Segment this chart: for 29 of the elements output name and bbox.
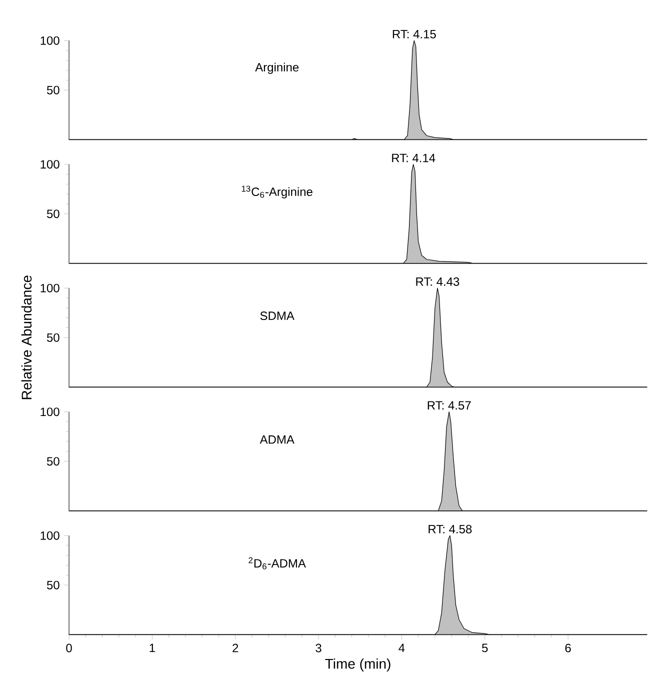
annotation: RT: 4.58 — [428, 524, 472, 534]
y-tick-label: 50 — [46, 333, 60, 342]
annotation: $^{13}$C$_{6}$-Arginine — [242, 186, 312, 198]
annotation: SDMA — [260, 312, 294, 320]
y-tick-label: 50 — [46, 210, 60, 218]
annotation: RT: 4.15 — [392, 30, 436, 38]
annotation: $^{2}$D$_{6}$-ADMA — [248, 557, 306, 570]
y-axis-title: Relative Abundance — [21, 276, 32, 400]
x-axis-title: Time (min) — [325, 658, 390, 672]
annotation: RT: 4.57 — [428, 401, 471, 410]
y-tick-label: 100 — [40, 408, 60, 416]
y-tick-label: 100 — [40, 36, 60, 45]
x-tick-label: 1 — [150, 644, 155, 652]
x-tick-label: 3 — [316, 644, 322, 652]
annotation: RT: 4.14 — [392, 154, 436, 162]
y-tick-label: 100 — [40, 531, 60, 540]
y-tick-label: 50 — [46, 457, 60, 466]
x-tick-label: 0 — [66, 644, 72, 652]
x-tick-label: 2 — [232, 644, 238, 652]
y-tick-label: 100 — [40, 160, 60, 169]
annotation: RT: 4.43 — [416, 277, 460, 286]
x-tick-label: 4 — [398, 644, 405, 652]
y-tick-label: 50 — [46, 86, 60, 94]
x-tick-label: 6 — [565, 644, 571, 652]
annotation: ADMA — [260, 435, 294, 444]
y-tick-label: 50 — [46, 580, 60, 590]
y-tick-label: 100 — [40, 284, 60, 292]
x-tick-label: 5 — [482, 644, 488, 652]
annotation: Arginine — [255, 62, 299, 74]
